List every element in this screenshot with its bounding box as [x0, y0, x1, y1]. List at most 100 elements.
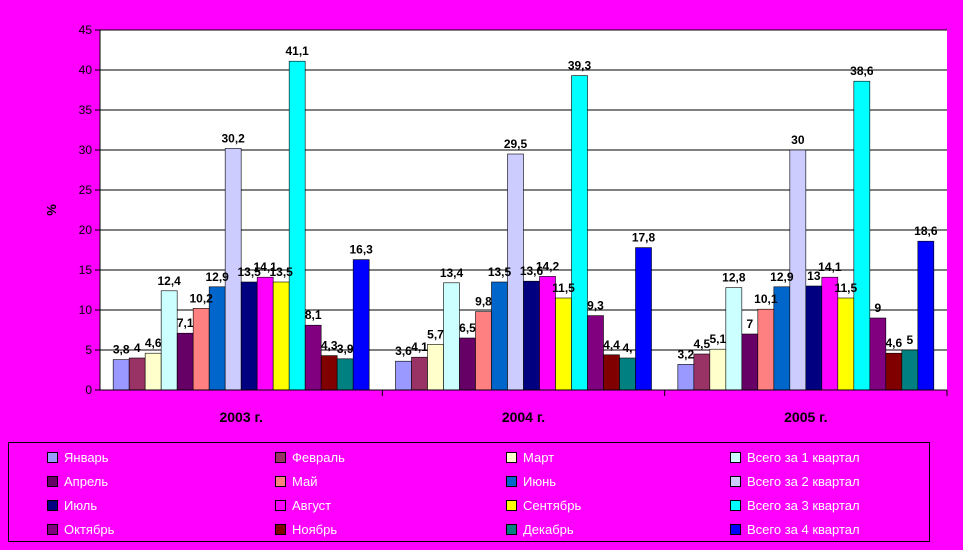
data-labels: 3,8 4 4,612,47,110,212,930,213,514,113,541…: [113, 44, 938, 361]
bar: [885, 352, 903, 391]
legend-item: Март: [506, 449, 554, 465]
data-label: 9: [874, 301, 881, 315]
data-label: 4,4: [603, 338, 620, 352]
data-label: 4: [134, 341, 141, 355]
data-label: 9,8: [475, 295, 492, 309]
data-label: 12,9: [205, 270, 229, 284]
x-category-label: 2005 г.: [784, 409, 827, 425]
legend-item: Июль: [47, 497, 97, 513]
legend-label: Ноябрь: [292, 521, 338, 537]
data-label: 17,8: [632, 231, 656, 245]
data-label: 18,6: [914, 224, 938, 238]
data-label: 5,7: [427, 327, 444, 341]
bar: [427, 344, 444, 391]
legend-item: Август: [275, 497, 331, 513]
data-label: 38,6: [850, 64, 874, 78]
y-tick-label: 0: [85, 383, 92, 397]
bar: [757, 308, 775, 391]
legend-label: Февраль: [292, 449, 345, 465]
legend-label: Январь: [64, 449, 109, 465]
data-label: 13,5: [237, 265, 261, 279]
bar: [677, 364, 695, 391]
y-tick-label: 40: [79, 63, 93, 77]
data-label: 4,6: [885, 336, 902, 350]
bar: [587, 315, 604, 391]
data-label: 30,2: [221, 131, 245, 145]
data-label: 7,1: [177, 316, 194, 330]
legend-swatch: [730, 499, 741, 511]
legend-item: Май: [275, 473, 317, 489]
legend-item: Всего за 4 квартал: [730, 521, 860, 537]
y-tick-label: 30: [79, 143, 93, 157]
legend-item: Всего за 1 квартал: [730, 449, 860, 465]
bar: [128, 357, 146, 391]
data-label: 13,4: [440, 266, 464, 280]
bar: [352, 259, 370, 391]
bar: [176, 332, 194, 391]
data-label: 13: [807, 269, 821, 283]
legend-item: Февраль: [275, 449, 345, 465]
bar: [805, 285, 823, 391]
legend-swatch: [47, 451, 58, 463]
legend-item: Всего за 3 квартал: [730, 497, 860, 513]
legend-label: Декабрь: [523, 521, 574, 537]
bar: [240, 281, 258, 391]
data-label: 12,8: [722, 271, 746, 285]
legend-label: Апрель: [64, 473, 109, 489]
bar: [901, 349, 919, 391]
bar: [619, 357, 636, 391]
legend-label: Июнь: [523, 473, 557, 489]
data-label: 5,1: [709, 332, 726, 346]
bar: [917, 240, 935, 391]
bar: [555, 297, 572, 391]
legend-swatch: [506, 475, 517, 487]
bar: [320, 355, 338, 391]
data-label: 7: [746, 317, 753, 331]
legend-item: Всего за 2 квартал: [730, 473, 860, 489]
legend-item: Декабрь: [506, 521, 574, 537]
legend-swatch: [47, 523, 58, 535]
data-label: 12,4: [157, 274, 181, 288]
bar: [725, 287, 743, 391]
bar: [741, 333, 759, 391]
data-label: 8,1: [305, 308, 322, 322]
y-tick-label: 25: [79, 183, 93, 197]
bar: [144, 352, 162, 391]
bar: [853, 80, 871, 391]
legend-label: Всего за 3 квартал: [747, 497, 860, 513]
data-label: 6,5: [459, 321, 476, 335]
y-axis-label: %: [44, 204, 59, 216]
bar: [395, 360, 412, 391]
legend-item: Ноябрь: [275, 521, 337, 537]
bar: [635, 247, 652, 391]
bar: [192, 308, 210, 391]
legend: Январь Февраль Март Всего за 1 квартал Апрел…: [8, 442, 930, 542]
y-tick-label: 15: [79, 263, 93, 277]
data-label: 14,1: [253, 260, 277, 274]
legend-swatch: [506, 451, 517, 463]
data-label: 4,5: [693, 337, 710, 351]
y-tick-label: 45: [79, 23, 93, 37]
data-label: 29,5: [504, 137, 528, 151]
bar: [475, 311, 492, 391]
legend-swatch: [730, 475, 741, 487]
data-label: 3,2: [677, 347, 694, 361]
bar: [112, 359, 130, 391]
legend-label: Октябрь: [64, 521, 115, 537]
bar-chart: 3,8 4 4,612,47,110,212,930,213,514,113,541…: [44, 23, 948, 425]
x-category-label: 2003 г.: [219, 409, 262, 425]
legend-label: Июль: [64, 497, 98, 513]
legend-label: Всего за 2 квартал: [747, 473, 860, 489]
data-label: 14,2: [536, 259, 560, 273]
bar: [336, 358, 354, 391]
legend-item: Июнь: [506, 473, 556, 489]
bar: [523, 280, 540, 391]
data-label: 12,9: [770, 270, 794, 284]
data-label: 13,5: [488, 265, 512, 279]
legend-swatch: [275, 475, 286, 487]
data-label: 41,1: [285, 44, 309, 58]
legend-swatch: [275, 451, 286, 463]
legend-swatch: [47, 499, 58, 511]
data-label: 3,9: [337, 342, 354, 356]
